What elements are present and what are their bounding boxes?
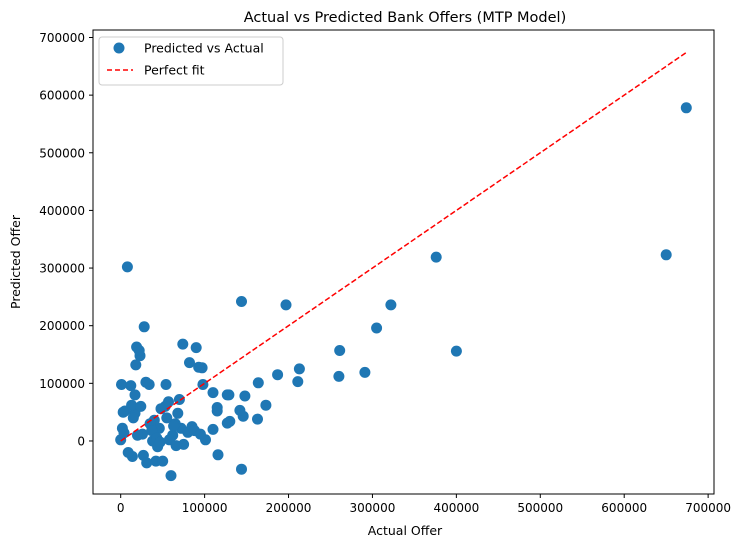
data-point	[130, 359, 142, 371]
y-tick-label: 300000	[39, 262, 85, 276]
data-point	[207, 423, 219, 435]
data-point	[140, 376, 152, 388]
data-point	[252, 413, 263, 425]
data-point	[207, 387, 219, 399]
data-point	[359, 366, 371, 378]
x-tick-label: 400000	[433, 501, 479, 515]
y-tick-label: 100000	[39, 377, 85, 391]
data-point	[450, 345, 462, 357]
data-point	[121, 261, 133, 273]
data-point	[371, 322, 383, 334]
data-point	[272, 369, 284, 381]
axes: 0 100000 200000 300000 400000 500000 600000 700…	[39, 29, 731, 515]
data-point	[334, 345, 346, 356]
data-point	[234, 404, 246, 416]
data-point	[161, 412, 173, 424]
data-point	[194, 428, 206, 440]
data-point	[430, 251, 442, 263]
x-tick-label: 200000	[266, 501, 312, 515]
data-point	[385, 299, 397, 311]
legend-label-points: Predicted vs Actual	[144, 41, 264, 56]
data-point	[129, 389, 141, 401]
data-point	[236, 463, 247, 475]
x-axis-label: Actual Offer	[368, 523, 443, 538]
data-point	[660, 249, 672, 261]
plot-area	[115, 51, 692, 482]
data-point	[239, 390, 251, 402]
data-point	[165, 470, 177, 482]
data-point	[680, 102, 692, 114]
data-point	[118, 427, 130, 439]
data-point	[154, 436, 166, 448]
data-point	[221, 389, 233, 401]
data-point	[333, 370, 345, 382]
data-point	[116, 379, 127, 390]
data-point	[260, 399, 272, 411]
legend: Predicted vs Actual Perfect fit	[98, 36, 284, 86]
data-point	[117, 406, 129, 418]
legend-box	[98, 36, 284, 86]
axes-frame	[92, 29, 715, 495]
y-tick-label: 700000	[39, 31, 85, 45]
legend-marker-points	[113, 42, 125, 54]
data-point	[122, 447, 134, 458]
y-tick-label: 0	[77, 434, 85, 448]
y-tick-label: 600000	[39, 89, 85, 103]
y-axis-label: Predicted Offer	[8, 214, 23, 309]
data-point	[138, 321, 150, 333]
data-point	[135, 400, 147, 412]
data-point	[168, 420, 180, 432]
data-point	[157, 455, 169, 467]
x-tick-label: 500000	[517, 501, 563, 515]
x-tick-label: 600000	[601, 501, 647, 515]
data-point	[236, 296, 247, 307]
data-point	[212, 449, 224, 461]
data-point	[211, 405, 223, 417]
x-tick-label: 700000	[685, 501, 731, 515]
y-tick-label: 200000	[39, 319, 85, 333]
data-point	[280, 299, 292, 311]
data-point	[172, 407, 184, 419]
data-point	[221, 417, 233, 429]
data-point	[131, 341, 143, 353]
data-point	[190, 342, 202, 354]
data-point	[177, 338, 189, 350]
data-point	[292, 376, 304, 388]
x-tick-label: 100000	[182, 501, 228, 515]
data-point	[132, 429, 143, 441]
data-point	[184, 357, 195, 369]
perfect-fit-line	[120, 51, 687, 442]
x-tick-label: 0	[117, 501, 125, 515]
y-tick-label: 400000	[39, 204, 85, 218]
data-point	[170, 440, 182, 452]
data-point	[160, 379, 172, 390]
y-tick-label: 500000	[39, 146, 85, 160]
data-point	[125, 380, 137, 392]
data-point	[252, 377, 264, 389]
data-point	[127, 412, 139, 424]
data-point	[293, 363, 305, 375]
data-point	[141, 457, 153, 469]
data-point	[193, 361, 205, 373]
chart-title: Actual vs Predicted Bank Offers (MTP Mod…	[244, 10, 567, 26]
x-tick-label: 300000	[350, 501, 396, 515]
legend-label-perfect-fit: Perfect fit	[144, 63, 205, 78]
